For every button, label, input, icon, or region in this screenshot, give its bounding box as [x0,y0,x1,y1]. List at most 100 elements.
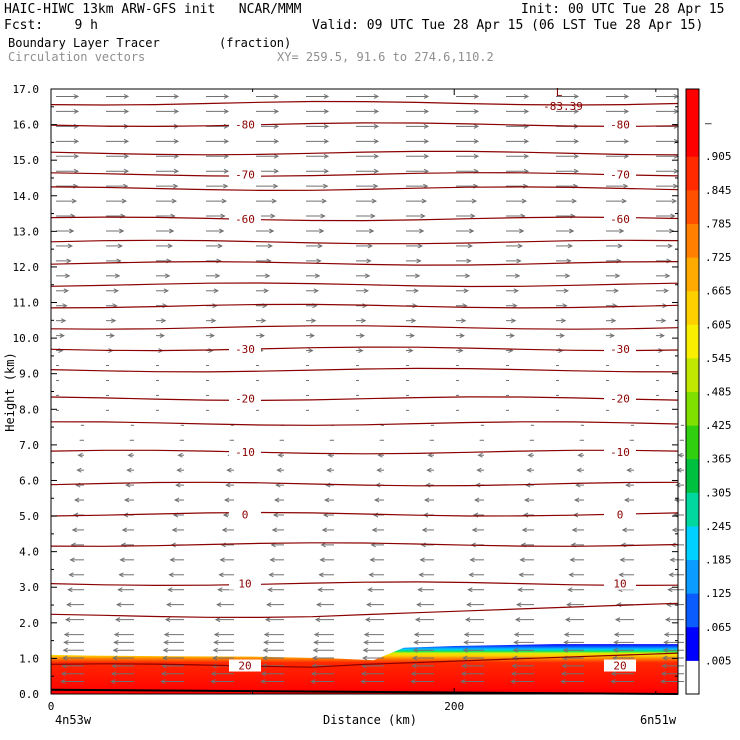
field-units: (fraction) [219,36,292,50]
circulation-vector-head [219,228,225,234]
temperature-contour [50,481,679,487]
circulation-vector-head [162,655,168,661]
circulation-vector-head [616,602,622,608]
contour-label: 20 [613,660,626,673]
circulation-vector-head [413,639,419,645]
xy-range: XY= 259.5, 91.6 to 274.6,110.2 [277,50,494,64]
circulation-vector-head [123,94,130,99]
circulation-vector-head [367,587,373,593]
circulation-vector-head [73,138,80,144]
colorbar-label: .665 [705,285,732,298]
temperature-contour [50,100,679,106]
circulation-vector-head [312,647,318,653]
circulation-vector-head [373,183,379,189]
circulation-vector-head [112,655,118,661]
circulation-vector-head [273,138,280,144]
circulation-vector-head [419,228,425,234]
circulation-vector-head [373,153,380,159]
circulation-vector-head [466,602,472,608]
circulation-vector-head [509,333,515,339]
circulation-vector-head [310,671,317,677]
circulation-vector-head [72,512,79,518]
circulation-vector-head [273,108,280,114]
circulation-vector-head [576,467,582,473]
contour-label: -20 [235,393,255,406]
circulation-vector-head [567,587,573,593]
circulation-vector-head [113,639,119,645]
plot-frame [50,88,679,695]
circulation-vector-head [613,632,620,638]
circulation-vector-head [362,647,368,653]
circulation-vector-head [516,602,522,608]
circulation-vector-head [517,243,524,249]
circulation-vector-head [564,273,571,279]
circulation-vector-head [417,587,423,593]
circulation-vector-head [214,617,221,623]
circulation-vector-head [563,632,570,638]
circulation-vector-head [568,572,574,578]
circulation-vector-head [260,318,267,324]
circulation-vector-head [662,647,668,653]
circulation-vector-head [127,452,133,458]
circulation-vector-head [461,663,467,669]
circulation-vector-head [614,273,621,279]
circulation-vector-head [223,108,230,114]
circulation-vector-head [223,168,230,174]
low-value-label: -83.39 [543,100,583,113]
circulation-vector-head [312,655,318,661]
x-tick-label: 200 [444,700,464,713]
temperature-contour [50,150,679,156]
circulation-vector-head [623,138,630,144]
circulation-vector-head [176,467,182,473]
circulation-vector-head [569,228,575,234]
circulation-vector-head [614,617,621,623]
circulation-vector-head [308,348,314,354]
y-tick-label: 13.0 [13,225,40,238]
circulation-vector-head [667,587,673,593]
circulation-vector-head [423,168,430,174]
circulation-vector-head [77,452,83,458]
circulation-vector-head [114,617,121,623]
circulation-vector-head [64,273,71,279]
circulation-vector-head [418,572,424,578]
circulation-vector-head [668,572,674,578]
circulation-vector-head [664,273,671,279]
y-tick-label: 5.0 [19,510,39,523]
contour-label-bg [604,118,636,131]
circulation-vector-head [219,557,225,563]
circulation-vector-head [511,663,517,669]
circulation-vector-head [660,671,667,677]
circulation-vector-head [671,527,678,533]
circulation-vector-head [116,602,122,608]
circulation-vector-head [619,557,625,563]
contour-label: -30 [610,343,630,356]
circulation-vector-head [310,679,316,684]
circulation-vector-head [423,108,430,114]
circulation-vector-head [160,671,167,677]
circulation-vector-head [225,482,231,488]
circulation-vector-head [173,183,179,189]
circulation-vector-head [223,183,229,189]
y-tick-label: 7.0 [19,439,39,452]
circulation-vector-head [260,671,267,677]
colorbar-cell [686,257,699,292]
circulation-vector-head [217,587,223,593]
circulation-vector-head [623,497,630,503]
circulation-vector-head [271,198,278,204]
terrain-line [50,688,679,695]
circulation-vector-head [359,333,365,339]
y-tick-label: 15.0 [13,154,40,167]
circulation-vector-head [114,273,121,279]
circulation-vector-head [610,679,616,684]
circulation-vector-head [427,452,433,458]
circulation-vector-head [512,647,518,653]
temperature-contour [50,421,679,426]
circulation-vector-head [469,228,475,234]
circulation-vector-head [62,647,68,653]
circulation-vector-head [213,639,219,645]
temperature-contour [50,367,679,373]
circulation-vector-head [71,527,78,533]
colorbar-cell [686,223,699,258]
circulation-vector-head [273,183,279,189]
circulation-vector-head [110,679,116,684]
